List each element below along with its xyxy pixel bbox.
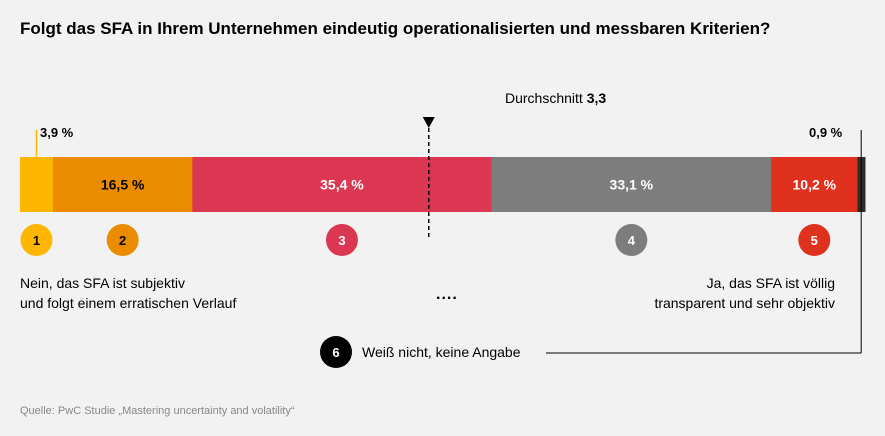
scale-circle-label-2: 2 (119, 233, 126, 248)
bar-segment-2 (52, 157, 193, 212)
scale-circle-1 (20, 224, 53, 256)
bar-segment-5 (771, 157, 858, 212)
scale-description-left: Nein, das SFA ist subjektiv und folgt ei… (20, 273, 236, 313)
average-label: Durchschnitt 3,3 (505, 90, 606, 106)
scale-description-right: Ja, das SFA ist völlig transparent und s… (654, 273, 835, 313)
bar-segment-3 (192, 157, 493, 212)
scale-circle-3 (325, 224, 358, 256)
scale-circle-5 (798, 224, 831, 256)
bar-segment-1 (20, 157, 54, 212)
average-marker-triangle (422, 117, 435, 128)
chart-title: Folgt das SFA in Ihrem Unternehmen einde… (20, 19, 771, 38)
legend-6-circle: 6 (320, 336, 352, 368)
bar-label-4: 33,1 % (610, 177, 654, 193)
bar-label-3: 35,4 % (320, 177, 364, 193)
callout-segment-6: 0,9 % (809, 125, 843, 140)
scale-circle-label-1: 1 (33, 233, 40, 248)
source-note: Quelle: PwC Studie „Mastering uncertaint… (20, 405, 295, 417)
scale-circle-4 (615, 224, 648, 256)
desc-right-line-1: Ja, das SFA ist völlig (706, 275, 835, 291)
desc-left-line-2: und folgt einem erratischen Verlauf (20, 295, 237, 311)
legend-6-label: Weiß nicht, keine Angabe (362, 344, 521, 360)
average-text: Durchschnitt (505, 90, 583, 106)
bar-label-5: 10,2 % (793, 177, 837, 193)
scale-circle-label-3: 3 (338, 233, 345, 248)
legend-no-answer: 6 Weiß nicht, keine Angabe (320, 336, 521, 368)
bar-label-2: 16,5 % (101, 177, 145, 193)
scale-circle-2 (106, 224, 139, 256)
bar-segment-4 (491, 157, 772, 212)
scale-circle-label-4: 4 (628, 233, 636, 248)
desc-right-line-2: transparent und sehr objektiv (654, 295, 835, 311)
average-value: 3,3 (586, 90, 607, 106)
desc-left-line-1: Nein, das SFA ist subjektiv (20, 275, 185, 291)
scale-circle-label-5: 5 (811, 233, 818, 248)
ellipsis: .... (436, 286, 458, 303)
callout-segment-1: 3,9 % (40, 125, 74, 140)
